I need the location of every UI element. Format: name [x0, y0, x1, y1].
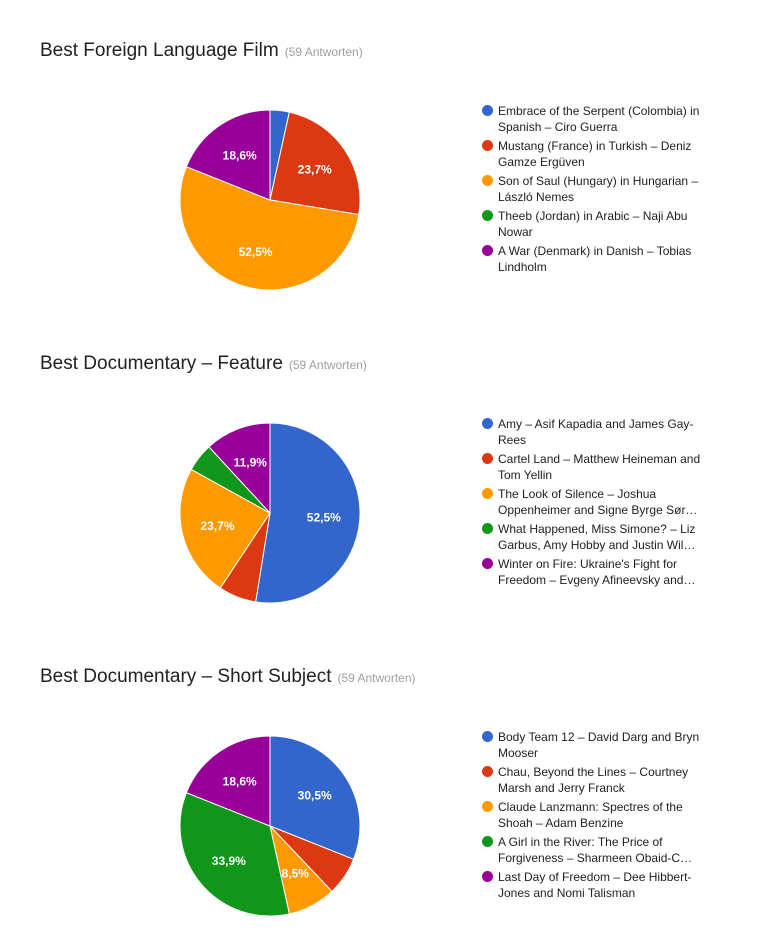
slice-percent-label: 33,9%	[212, 854, 246, 868]
legend-swatch	[482, 801, 493, 812]
legend-swatch	[482, 488, 493, 499]
slice-percent-label: 52,5%	[307, 510, 341, 524]
legend-item[interactable]: A War (Denmark) in Danish – Tobias Lindh…	[482, 243, 722, 278]
legend-swatch	[482, 175, 493, 186]
legend-label: Winter on Fire: Ukraine's Fight for Free…	[498, 557, 696, 587]
pie-chart: 30,5% 8,5% 33,9% 18,6%	[179, 735, 361, 917]
legend-label: Mustang (France) in Turkish – Deniz Gamz…	[498, 139, 692, 169]
slice-percent-label: 11,9%	[234, 456, 268, 470]
chart-legend: Body Team 12 – David Darg and Bryn Moose…	[482, 729, 722, 904]
legend-label: What Happened, Miss Simone? – Liz Garbus…	[498, 522, 696, 552]
slice-percent-label: 23,7%	[200, 519, 234, 533]
legend-item[interactable]: The Look of Silence – Joshua Oppenheimer…	[482, 486, 722, 521]
slice-percent-label: 18,6%	[223, 148, 257, 162]
legend-item[interactable]: Chau, Beyond the Lines – Courtney Marsh …	[482, 764, 722, 799]
legend-swatch	[482, 105, 493, 116]
chart-title: Best Foreign Language Film	[40, 40, 279, 61]
pie-slice[interactable]	[185, 735, 271, 827]
legend-item[interactable]: Winter on Fire: Ukraine's Fight for Free…	[482, 556, 722, 591]
legend-swatch	[482, 418, 493, 429]
legend-label: Claude Lanzmann: Spectres of the Shoah –…	[498, 800, 683, 830]
slice-percent-label: 8,5%	[282, 867, 310, 881]
legend-label: Last Day of Freedom – Dee Hibbert-Jones …	[498, 870, 692, 900]
pie-chart: 23,7% 52,5% 18,6%	[179, 109, 361, 291]
legend-swatch	[482, 245, 493, 256]
legend-label: Chau, Beyond the Lines – Courtney Marsh …	[498, 765, 689, 795]
legend-label: Theeb (Jordan) in Arabic – Naji Abu Nowa…	[498, 209, 688, 239]
chart-header: Best Foreign Language Film (59 Antworten)	[40, 40, 363, 62]
legend-item[interactable]: Body Team 12 – David Darg and Bryn Moose…	[482, 729, 722, 764]
slice-percent-label: 18,6%	[223, 774, 257, 788]
legend-item[interactable]: Last Day of Freedom – Dee Hibbert-Jones …	[482, 869, 722, 904]
legend-swatch	[482, 766, 493, 777]
pie-slice[interactable]	[179, 792, 290, 917]
legend-swatch	[482, 731, 493, 742]
legend-item[interactable]: Amy – Asif Kapadia and James Gay-Rees	[482, 416, 722, 451]
legend-swatch	[482, 210, 493, 221]
chart-title: Best Documentary – Short Subject	[40, 666, 332, 687]
legend-item[interactable]: Mustang (France) in Turkish – Deniz Gamz…	[482, 138, 722, 173]
legend-item[interactable]: Embrace of the Serpent (Colombia) in Spa…	[482, 103, 722, 138]
legend-item[interactable]: Son of Saul (Hungary) in Hungarian – Lás…	[482, 173, 722, 208]
legend-label: Cartel Land – Matthew Heineman and Tom Y…	[498, 452, 701, 482]
chart-legend: Embrace of the Serpent (Colombia) in Spa…	[482, 103, 722, 278]
response-count: (59 Antworten)	[284, 45, 363, 59]
response-count: (59 Antworten)	[337, 671, 416, 685]
chart-header: Best Documentary – Short Subject (59 Antw…	[40, 666, 416, 688]
pie-slice[interactable]	[255, 422, 361, 604]
response-count: (59 Antworten)	[288, 358, 367, 372]
legend-swatch	[482, 558, 493, 569]
pie-chart: 52,5% 23,7% 11,9%	[179, 422, 361, 604]
legend-label: Embrace of the Serpent (Colombia) in Spa…	[498, 104, 700, 134]
pie-slice[interactable]	[208, 422, 271, 515]
legend-label: Son of Saul (Hungary) in Hungarian – Lás…	[498, 174, 699, 204]
legend-label: Body Team 12 – David Darg and Bryn Moose…	[498, 730, 700, 760]
legend-label: A War (Denmark) in Danish – Tobias Lindh…	[498, 244, 692, 274]
chart-section-documentary-short-subject: Best Documentary – Short Subject (59 Antw…	[0, 626, 767, 939]
legend-swatch	[482, 836, 493, 847]
chart-section-documentary-feature: Best Documentary – Feature (59 Antworten)…	[0, 313, 767, 626]
legend-item[interactable]: A Girl in the River: The Price of Forgiv…	[482, 834, 722, 869]
slice-percent-label: 23,7%	[298, 163, 332, 177]
slice-percent-label: 52,5%	[239, 245, 273, 259]
legend-swatch	[482, 523, 493, 534]
pie-slice[interactable]	[185, 109, 271, 201]
legend-item[interactable]: What Happened, Miss Simone? – Liz Garbus…	[482, 521, 722, 556]
legend-item[interactable]: Cartel Land – Matthew Heineman and Tom Y…	[482, 451, 722, 486]
legend-label: A Girl in the River: The Price of Forgiv…	[498, 835, 693, 865]
legend-item[interactable]: Claude Lanzmann: Spectres of the Shoah –…	[482, 799, 722, 834]
pie-slice[interactable]	[269, 735, 361, 860]
pie-slice[interactable]	[179, 468, 271, 589]
chart-legend: Amy – Asif Kapadia and James Gay-Rees Ca…	[482, 416, 722, 591]
legend-label: The Look of Silence – Joshua Oppenheimer…	[498, 487, 698, 517]
chart-section-foreign-language-film: Best Foreign Language Film (59 Antworten)…	[0, 0, 767, 313]
legend-swatch	[482, 453, 493, 464]
legend-label: Amy – Asif Kapadia and James Gay-Rees	[498, 417, 694, 447]
pie-slice[interactable]	[269, 111, 361, 216]
pie-slice[interactable]	[179, 166, 360, 291]
legend-item[interactable]: Theeb (Jordan) in Arabic – Naji Abu Nowa…	[482, 208, 722, 243]
chart-header: Best Documentary – Feature (59 Antworten)	[40, 353, 367, 375]
chart-title: Best Documentary – Feature	[40, 353, 283, 374]
legend-swatch	[482, 140, 493, 151]
legend-swatch	[482, 871, 493, 882]
slice-percent-label: 30,5%	[298, 789, 332, 803]
